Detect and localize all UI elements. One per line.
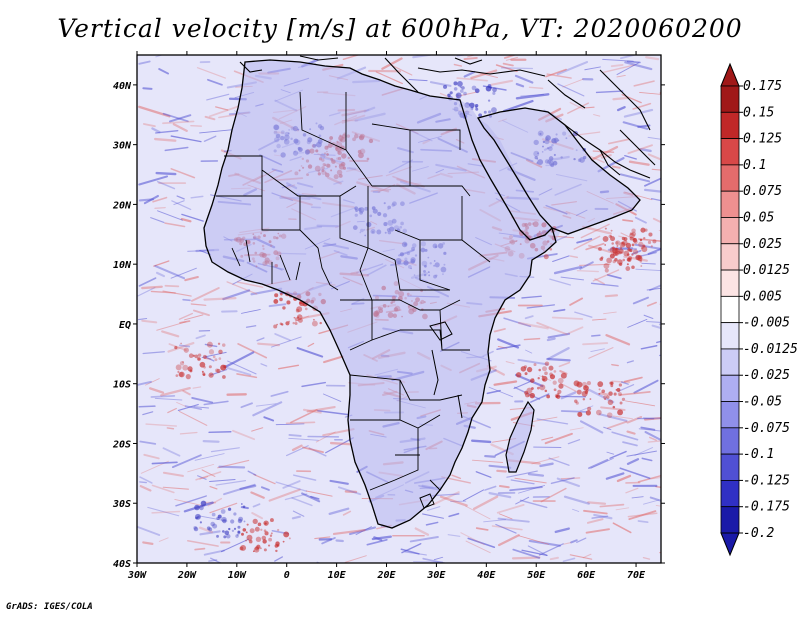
colorbar-swatch — [720, 401, 740, 429]
x-tick-label: 50E — [527, 570, 546, 581]
colorbar-arrow-bottom — [720, 532, 740, 557]
x-tick-label: 30E — [426, 570, 446, 581]
colorbar-label: -0.075 — [743, 421, 790, 436]
colorbar-swatch — [720, 480, 740, 508]
lake-victoria — [429, 321, 453, 341]
colorbar-label: 0.175 — [743, 79, 782, 94]
lake-tanganyika — [431, 349, 439, 396]
colorbar-label: -0.05 — [743, 395, 782, 410]
colorbar-swatch — [720, 506, 740, 534]
colorbar-swatch — [720, 427, 740, 455]
colorbar-label: -0.005 — [743, 316, 790, 331]
x-tick-label: 40E — [477, 570, 496, 581]
colorbar-swatch — [720, 111, 740, 139]
colorbar-label: -0.0125 — [743, 342, 798, 357]
colorbar-label: 0.1 — [743, 158, 766, 173]
colorbar-label: 0.075 — [743, 184, 782, 199]
x-tick-label: 20E — [376, 570, 396, 581]
colorbar-swatch — [720, 164, 740, 192]
x-tick-label: 30W — [127, 570, 147, 581]
y-tick-label: 20N — [112, 200, 132, 211]
europe-coastline — [239, 55, 656, 166]
latitude-axis: 40N 30N 20N 10N EQ 10S 20S 30S 40S — [112, 81, 665, 570]
map-title: Vertical velocity [m/s] at 600hPa, VT: 2… — [57, 14, 743, 43]
colorbar-label: -0.175 — [743, 500, 790, 515]
y-tick-label: EQ — [119, 320, 131, 331]
x-tick-label: 60E — [577, 570, 596, 581]
colorbar-label: 0.025 — [743, 237, 782, 252]
colorbar-label: -0.125 — [743, 473, 790, 488]
colorbar-label: 0.125 — [743, 132, 782, 147]
longitude-axis: 30W 20W 10W 0 10E 20E 30E 40E 50E 60E 70E — [127, 51, 646, 581]
colorbar-swatch — [720, 217, 740, 245]
colorbar-swatch — [720, 243, 740, 271]
colorbar-swatch — [720, 85, 740, 113]
lake-malawi — [457, 394, 463, 419]
colorbar: 0.175 0.15 0.125 0.1 0.075 0.05 0.025 0.0125 0.0… — [720, 62, 798, 557]
colorbar-label: -0.025 — [743, 368, 790, 383]
x-tick-label: 0 — [284, 570, 290, 581]
colorbar-label: 0.05 — [743, 210, 774, 225]
colorbar-swatch — [720, 374, 740, 402]
y-tick-label: 10N — [113, 260, 132, 271]
colorbar-label: 0.005 — [743, 289, 782, 304]
lesotho — [419, 493, 435, 509]
colorbar-swatch — [720, 348, 740, 376]
x-tick-label: 70E — [627, 570, 646, 581]
credit-text: GrADS: IGES/COLA — [6, 602, 93, 612]
colorbar-label: 0.15 — [743, 105, 774, 120]
colorbar-label: -0.2 — [743, 526, 774, 541]
y-tick-label: 10S — [113, 380, 131, 391]
y-tick-label: 30N — [112, 141, 132, 152]
x-tick-label: 20W — [177, 570, 197, 581]
colorbar-swatch — [720, 269, 740, 297]
colorbar-swatch — [720, 190, 740, 218]
colorbar-swatch — [720, 322, 740, 350]
colorbar-label: -0.1 — [743, 447, 774, 462]
plot-frame — [136, 54, 662, 564]
x-tick-label: 10E — [328, 570, 347, 581]
colorbar-swatch — [720, 295, 740, 324]
arabia-coastline — [477, 107, 641, 235]
colorbar-swatch — [720, 138, 740, 166]
y-tick-label: 30S — [112, 499, 131, 510]
africa-landmass — [204, 60, 560, 528]
gulf-coastline — [564, 124, 651, 179]
country-borders — [216, 91, 491, 491]
africa-coastline — [203, 59, 557, 529]
y-tick-label: 20S — [112, 439, 131, 450]
madagascar — [505, 400, 535, 473]
x-tick-label: 10W — [228, 570, 247, 581]
y-tick-label: 40S — [113, 559, 131, 570]
y-tick-label: 40N — [113, 81, 132, 92]
colorbar-arrow-top — [720, 62, 740, 87]
colorbar-label: 0.0125 — [743, 263, 790, 278]
colorbar-swatch — [720, 453, 740, 481]
